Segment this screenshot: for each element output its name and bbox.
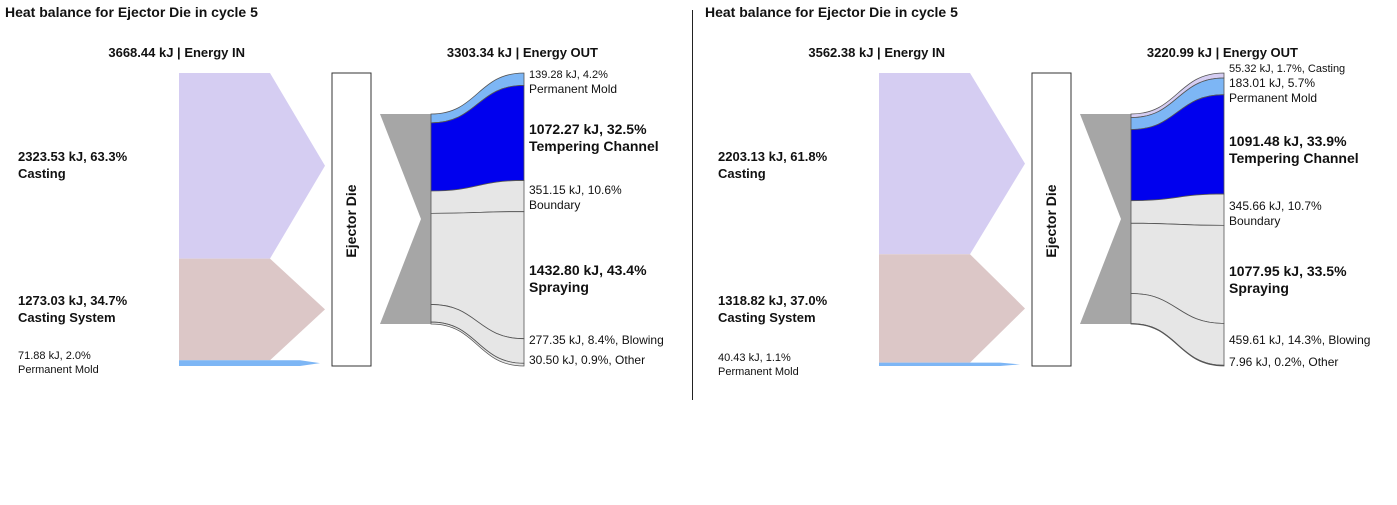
node-label: Ejector Die: [1043, 184, 1059, 257]
input-arrow-permanent-mold: [179, 360, 320, 366]
output-value-label: 183.01 kJ, 5.7%: [1229, 76, 1315, 90]
output-value-label: 55.32 kJ, 1.7%, Casting: [1229, 63, 1345, 75]
input-arrow-permanent-mold: [879, 362, 1020, 366]
connector-shape: [1080, 114, 1131, 324]
energy-in-value: 3562.38 kJ: [808, 45, 873, 60]
input-value-label: 1273.03 kJ, 34.7%: [18, 293, 128, 308]
input-name-label: Casting: [18, 166, 66, 181]
output-name-label: Permanent Mold: [529, 82, 617, 96]
output-name-label: Spraying: [529, 279, 589, 295]
output-name-label: Tempering Channel: [529, 138, 659, 154]
ejector-die-node: [1031, 72, 1072, 367]
output-value-label: 345.66 kJ, 10.7%: [1229, 199, 1322, 213]
input-value-label: 40.43 kJ, 1.1%: [718, 352, 791, 364]
energy-in-header: 3668.44 kJ | Energy IN: [108, 45, 245, 60]
output-value-label: 1091.48 kJ, 33.9%: [1229, 133, 1347, 149]
input-arrow-casting: [179, 73, 325, 259]
energy-in-value: 3668.44 kJ: [108, 45, 173, 60]
output-name-label: Boundary: [529, 198, 580, 212]
node-label: Ejector Die: [343, 184, 359, 257]
connector-shape: [380, 114, 431, 324]
output-ribbon-other: [430, 321, 525, 367]
energy-out-value: 3220.99 kJ: [1147, 45, 1212, 60]
energy-out-separator: |: [512, 45, 523, 60]
input-arrow-casting-system: [879, 254, 1025, 363]
energy-in-label: Energy IN: [184, 45, 245, 60]
output-value-label: 277.35 kJ, 8.4%, Blowing: [529, 333, 664, 347]
input-value-label: 71.88 kJ, 2.0%: [18, 350, 91, 362]
energy-out-header: 3303.34 kJ | Energy OUT: [447, 45, 598, 60]
input-value-label: 1318.82 kJ, 37.0%: [718, 293, 828, 308]
input-name-label: Casting System: [718, 310, 816, 325]
output-name-label: Boundary: [1229, 214, 1280, 228]
energy-in-header: 3562.38 kJ | Energy IN: [808, 45, 945, 60]
output-value-label: 1432.80 kJ, 43.4%: [529, 262, 647, 278]
output-ribbon-other: [1130, 323, 1225, 367]
output-value-label: 30.50 kJ, 0.9%, Other: [529, 353, 645, 367]
input-arrow-casting-system: [179, 258, 325, 361]
output-value-label: 351.15 kJ, 10.6%: [529, 183, 622, 197]
output-name-label: Tempering Channel: [1229, 150, 1359, 166]
panel-divider: [692, 10, 693, 400]
output-value-label: 1077.95 kJ, 33.5%: [1229, 263, 1347, 279]
output-value-label: 459.61 kJ, 14.3%, Blowing: [1229, 333, 1370, 347]
chart-title: Heat balance for Ejector Die in cycle 5: [5, 4, 258, 20]
output-name-label: Spraying: [1229, 280, 1289, 296]
output-value-label: 139.28 kJ, 4.2%: [529, 69, 608, 81]
chart-title: Heat balance for Ejector Die in cycle 5: [705, 4, 958, 20]
energy-in-label: Energy IN: [884, 45, 945, 60]
energy-out-separator: |: [1212, 45, 1223, 60]
input-name-label: Permanent Mold: [18, 364, 99, 376]
energy-out-value: 3303.34 kJ: [447, 45, 512, 60]
input-name-label: Casting System: [18, 310, 116, 325]
output-value-label: 7.96 kJ, 0.2%, Other: [1229, 355, 1338, 369]
input-arrow-casting: [879, 73, 1025, 255]
ejector-die-node: [331, 72, 372, 367]
input-value-label: 2323.53 kJ, 63.3%: [18, 149, 128, 164]
output-name-label: Permanent Mold: [1229, 91, 1317, 105]
input-name-label: Permanent Mold: [718, 366, 799, 378]
energy-out-label: Energy OUT: [1223, 45, 1298, 60]
energy-in-separator: |: [173, 45, 184, 60]
output-value-label: 1072.27 kJ, 32.5%: [529, 121, 647, 137]
input-name-label: Casting: [718, 166, 766, 181]
input-value-label: 2203.13 kJ, 61.8%: [718, 149, 828, 164]
energy-out-header: 3220.99 kJ | Energy OUT: [1147, 45, 1298, 60]
energy-out-label: Energy OUT: [523, 45, 598, 60]
energy-in-separator: |: [873, 45, 884, 60]
